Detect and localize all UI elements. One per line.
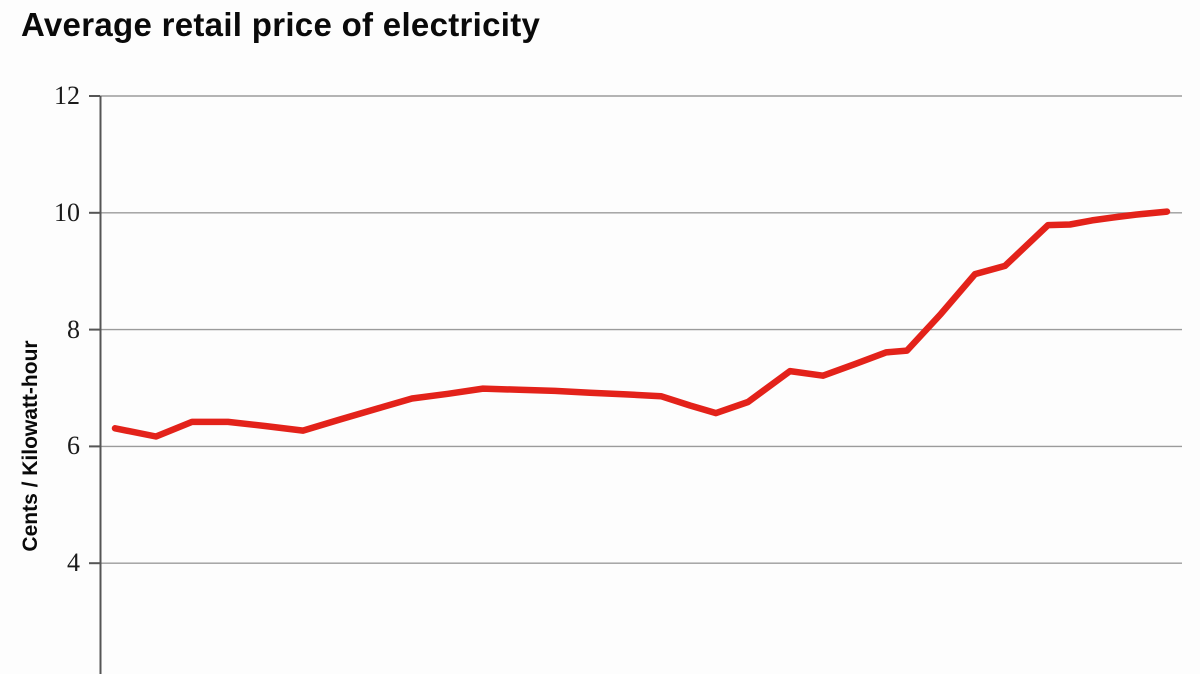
y-tick-label: 8 [67,314,80,344]
price-line [111,208,1171,440]
y-tick-label: 4 [67,548,80,578]
y-tick-label: 12 [54,81,80,110]
y-tick-label: 6 [67,431,80,461]
y-tick-label: 10 [54,197,80,227]
chart-title: Average retail price of electricity [21,6,541,43]
